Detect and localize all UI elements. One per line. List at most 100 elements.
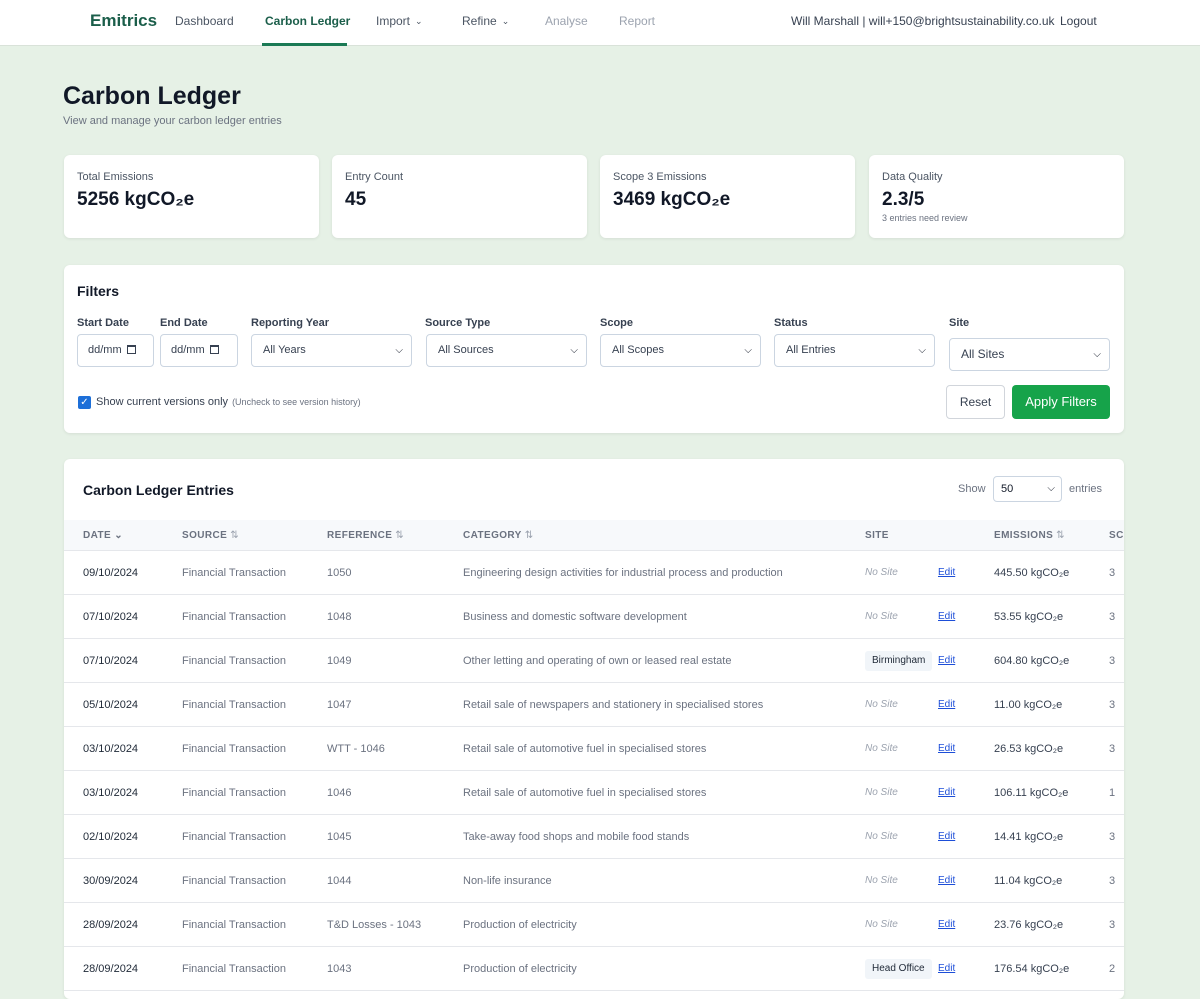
start-date-placeholder: dd/mm — [88, 344, 122, 356]
calendar-icon[interactable] — [209, 345, 219, 354]
cell-reference: 1048 — [327, 611, 352, 623]
cell-category: Production of electricity — [463, 919, 577, 931]
edit-link[interactable]: Edit — [938, 567, 956, 578]
table-row[interactable]: 07/10/2024 Financial Transaction 1049 Other… — [64, 639, 1124, 683]
status-value: All Entries — [786, 344, 836, 356]
table-row[interactable]: 05/10/2024 Financial Transaction 1047 Retai… — [64, 683, 1124, 727]
table-row[interactable]: 03/10/2024 Financial Transaction 1046 Retai… — [64, 771, 1124, 815]
table-row[interactable]: 28/09/2024 Financial Transaction T&D Losse… — [64, 903, 1124, 947]
cell-category: Production of electricity — [463, 963, 577, 975]
nav-import[interactable]: Import ⌄ — [376, 14, 423, 28]
end-date-input[interactable]: dd/mm — [160, 334, 238, 367]
source-type-select[interactable]: All Sources ⌵ — [426, 334, 587, 367]
start-date-input[interactable]: dd/mm — [77, 334, 154, 367]
nav-dashboard[interactable]: Dashboard — [175, 14, 234, 28]
header-date[interactable]: DATE ⌄ — [83, 530, 123, 541]
filters-title: Filters — [77, 283, 120, 299]
scope-label: Scope — [600, 317, 634, 329]
edit-link[interactable]: Edit — [938, 655, 956, 666]
nav-analyse: Analyse — [545, 14, 588, 28]
cell-scope: 3 — [1109, 875, 1116, 887]
cell-date: 28/09/2024 — [83, 963, 139, 975]
current-versions-checkbox[interactable]: ✓ — [78, 396, 91, 409]
reset-button[interactable]: Reset — [946, 385, 1005, 419]
page-title: Carbon Ledger — [63, 82, 241, 110]
header-emissions-label: EMISSIONS — [994, 530, 1054, 541]
no-site-text: No Site — [865, 919, 898, 930]
edit-link[interactable]: Edit — [938, 875, 956, 886]
checkbox-hint: (Uncheck to see version history) — [232, 397, 361, 407]
table-row[interactable]: 07/10/2024 Financial Transaction 1048 Busin… — [64, 595, 1124, 639]
cell-date: 28/09/2024 — [83, 919, 139, 931]
site-badge: Birmingham — [865, 651, 933, 671]
cell-source: Financial Transaction — [182, 611, 286, 623]
cell-reference: T&D Losses - 1043 — [327, 919, 422, 931]
edit-link[interactable]: Edit — [938, 831, 956, 842]
site-badge: Head Office — [865, 959, 932, 979]
cell-date: 02/10/2024 — [83, 831, 139, 843]
edit-link[interactable]: Edit — [938, 919, 956, 930]
cell-scope: 3 — [1109, 831, 1116, 843]
stat-label: Data Quality — [882, 171, 943, 183]
sort-icon: ⇅ — [230, 530, 239, 541]
edit-link[interactable]: Edit — [938, 743, 956, 754]
header-reference-label: REFERENCE — [327, 530, 393, 541]
header-reference[interactable]: REFERENCE ⇅ — [327, 530, 404, 541]
current-versions-label[interactable]: Show current versions only (Uncheck to se… — [96, 396, 361, 408]
no-site-text: No Site — [865, 699, 898, 710]
table-row[interactable]: 03/10/2024 Financial Transaction WTT - 104… — [64, 727, 1124, 771]
cell-category: Take-away food shops and mobile food sta… — [463, 831, 690, 843]
table-title: Carbon Ledger Entries — [83, 482, 234, 498]
edit-link[interactable]: Edit — [938, 787, 956, 798]
cell-date: 03/10/2024 — [83, 743, 139, 755]
page-size-select[interactable]: 50 ⌵ — [993, 476, 1062, 502]
no-site-text: No Site — [865, 875, 898, 886]
edit-link[interactable]: Edit — [938, 699, 956, 710]
cell-category: Non-life insurance — [463, 875, 552, 887]
header-site: SITE — [865, 530, 889, 541]
cell-category: Engineering design activities for indust… — [463, 567, 783, 579]
cell-date: 07/10/2024 — [83, 655, 139, 667]
site-select[interactable]: All Sites ⌵ — [949, 338, 1110, 371]
cell-reference: 1045 — [327, 831, 352, 843]
cell-date: 05/10/2024 — [83, 699, 139, 711]
cell-emissions: 176.54 kgCO₂e — [994, 963, 1070, 975]
header-source[interactable]: SOURCE ⇅ — [182, 530, 239, 541]
table-row[interactable]: 30/09/2024 Financial Transaction 1044 Non-l… — [64, 859, 1124, 903]
edit-link[interactable]: Edit — [938, 963, 956, 974]
table-row[interactable]: 02/10/2024 Financial Transaction 1045 Take-… — [64, 815, 1124, 859]
header-category-label: CATEGORY — [463, 530, 522, 541]
logout-link[interactable]: Logout — [1060, 14, 1097, 28]
table-row[interactable]: 28/09/2024 Financial Transaction 1043 Produ… — [64, 947, 1124, 991]
reporting-year-select[interactable]: All Years ⌵ — [251, 334, 412, 367]
entries-label: entries — [1069, 483, 1103, 495]
cell-emissions: 106.11 kgCO₂e — [994, 787, 1069, 799]
cell-reference: 1043 — [327, 963, 352, 975]
status-select[interactable]: All Entries ⌵ — [774, 334, 935, 367]
brand-logo[interactable]: Emitrics — [90, 11, 158, 30]
chevron-down-icon: ⌵ — [744, 345, 752, 356]
calendar-icon[interactable] — [126, 345, 136, 354]
nav-carbon-ledger[interactable]: Carbon Ledger — [265, 14, 351, 28]
cell-source: Financial Transaction — [182, 699, 286, 711]
sort-icon: ⇅ — [524, 530, 534, 541]
cell-category: Business and domestic software developme… — [463, 611, 687, 623]
nav-refine[interactable]: Refine ⌄ — [462, 14, 509, 28]
table-header: DATE ⌄ SOURCE ⇅ REFERENCE ⇅ CATEGORY ⇅ SITE… — [64, 520, 1124, 551]
header-category[interactable]: CATEGORY ⇅ — [463, 530, 534, 541]
apply-filters-button[interactable]: Apply Filters — [1012, 385, 1110, 419]
scope-select[interactable]: All Scopes ⌵ — [600, 334, 761, 367]
cell-reference: WTT - 1046 — [327, 743, 385, 755]
cell-source: Financial Transaction — [182, 655, 286, 667]
cell-emissions: 11.04 kgCO₂e — [994, 875, 1063, 887]
table-row[interactable]: 09/10/2024 Financial Transaction 1050 Engin… — [64, 551, 1124, 595]
header-date-label: DATE — [83, 530, 112, 541]
cell-emissions: 604.80 kgCO₂e — [994, 655, 1070, 667]
reporting-year-label: Reporting Year — [251, 317, 330, 329]
header-emissions[interactable]: EMISSIONS ⇅ — [994, 530, 1065, 541]
page-size-value: 50 — [1001, 483, 1014, 495]
stat-label: Total Emissions — [77, 171, 154, 183]
cell-source: Financial Transaction — [182, 919, 286, 931]
filters-panel: Filters Start Date dd/mm End Date dd/mm … — [64, 265, 1124, 433]
edit-link[interactable]: Edit — [938, 611, 956, 622]
